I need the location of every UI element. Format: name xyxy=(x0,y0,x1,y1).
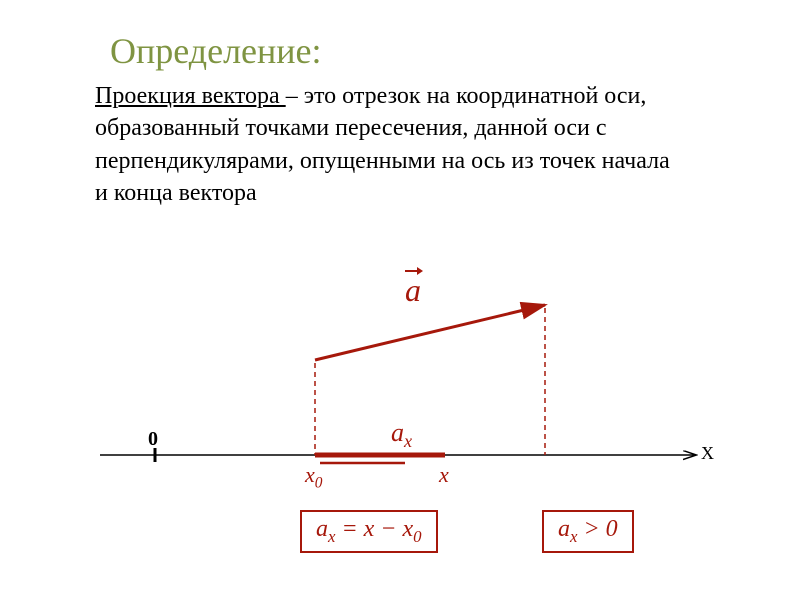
definition-text: Проекция вектора – это отрезок на коорди… xyxy=(95,80,670,210)
formula-ax-equals: ax = x − x0 xyxy=(300,510,438,553)
x-label: x xyxy=(439,462,449,488)
page-title: Определение: xyxy=(110,30,322,72)
projection-ax-label: ax xyxy=(391,418,412,452)
vector-arrow-icon xyxy=(405,270,419,272)
vector-a xyxy=(315,305,545,360)
x-axis-label: Х xyxy=(701,443,714,464)
origin-label: 0 xyxy=(148,428,158,451)
definition-term: Проекция вектора xyxy=(95,83,286,109)
vector-projection-diagram: a ax 0 Х x0 x ax = x − x0 ax > 0 xyxy=(95,280,715,570)
x0-label: x0 xyxy=(305,462,322,492)
formula-ax-positive: ax > 0 xyxy=(542,510,634,553)
vector-a-label: a xyxy=(405,272,421,309)
